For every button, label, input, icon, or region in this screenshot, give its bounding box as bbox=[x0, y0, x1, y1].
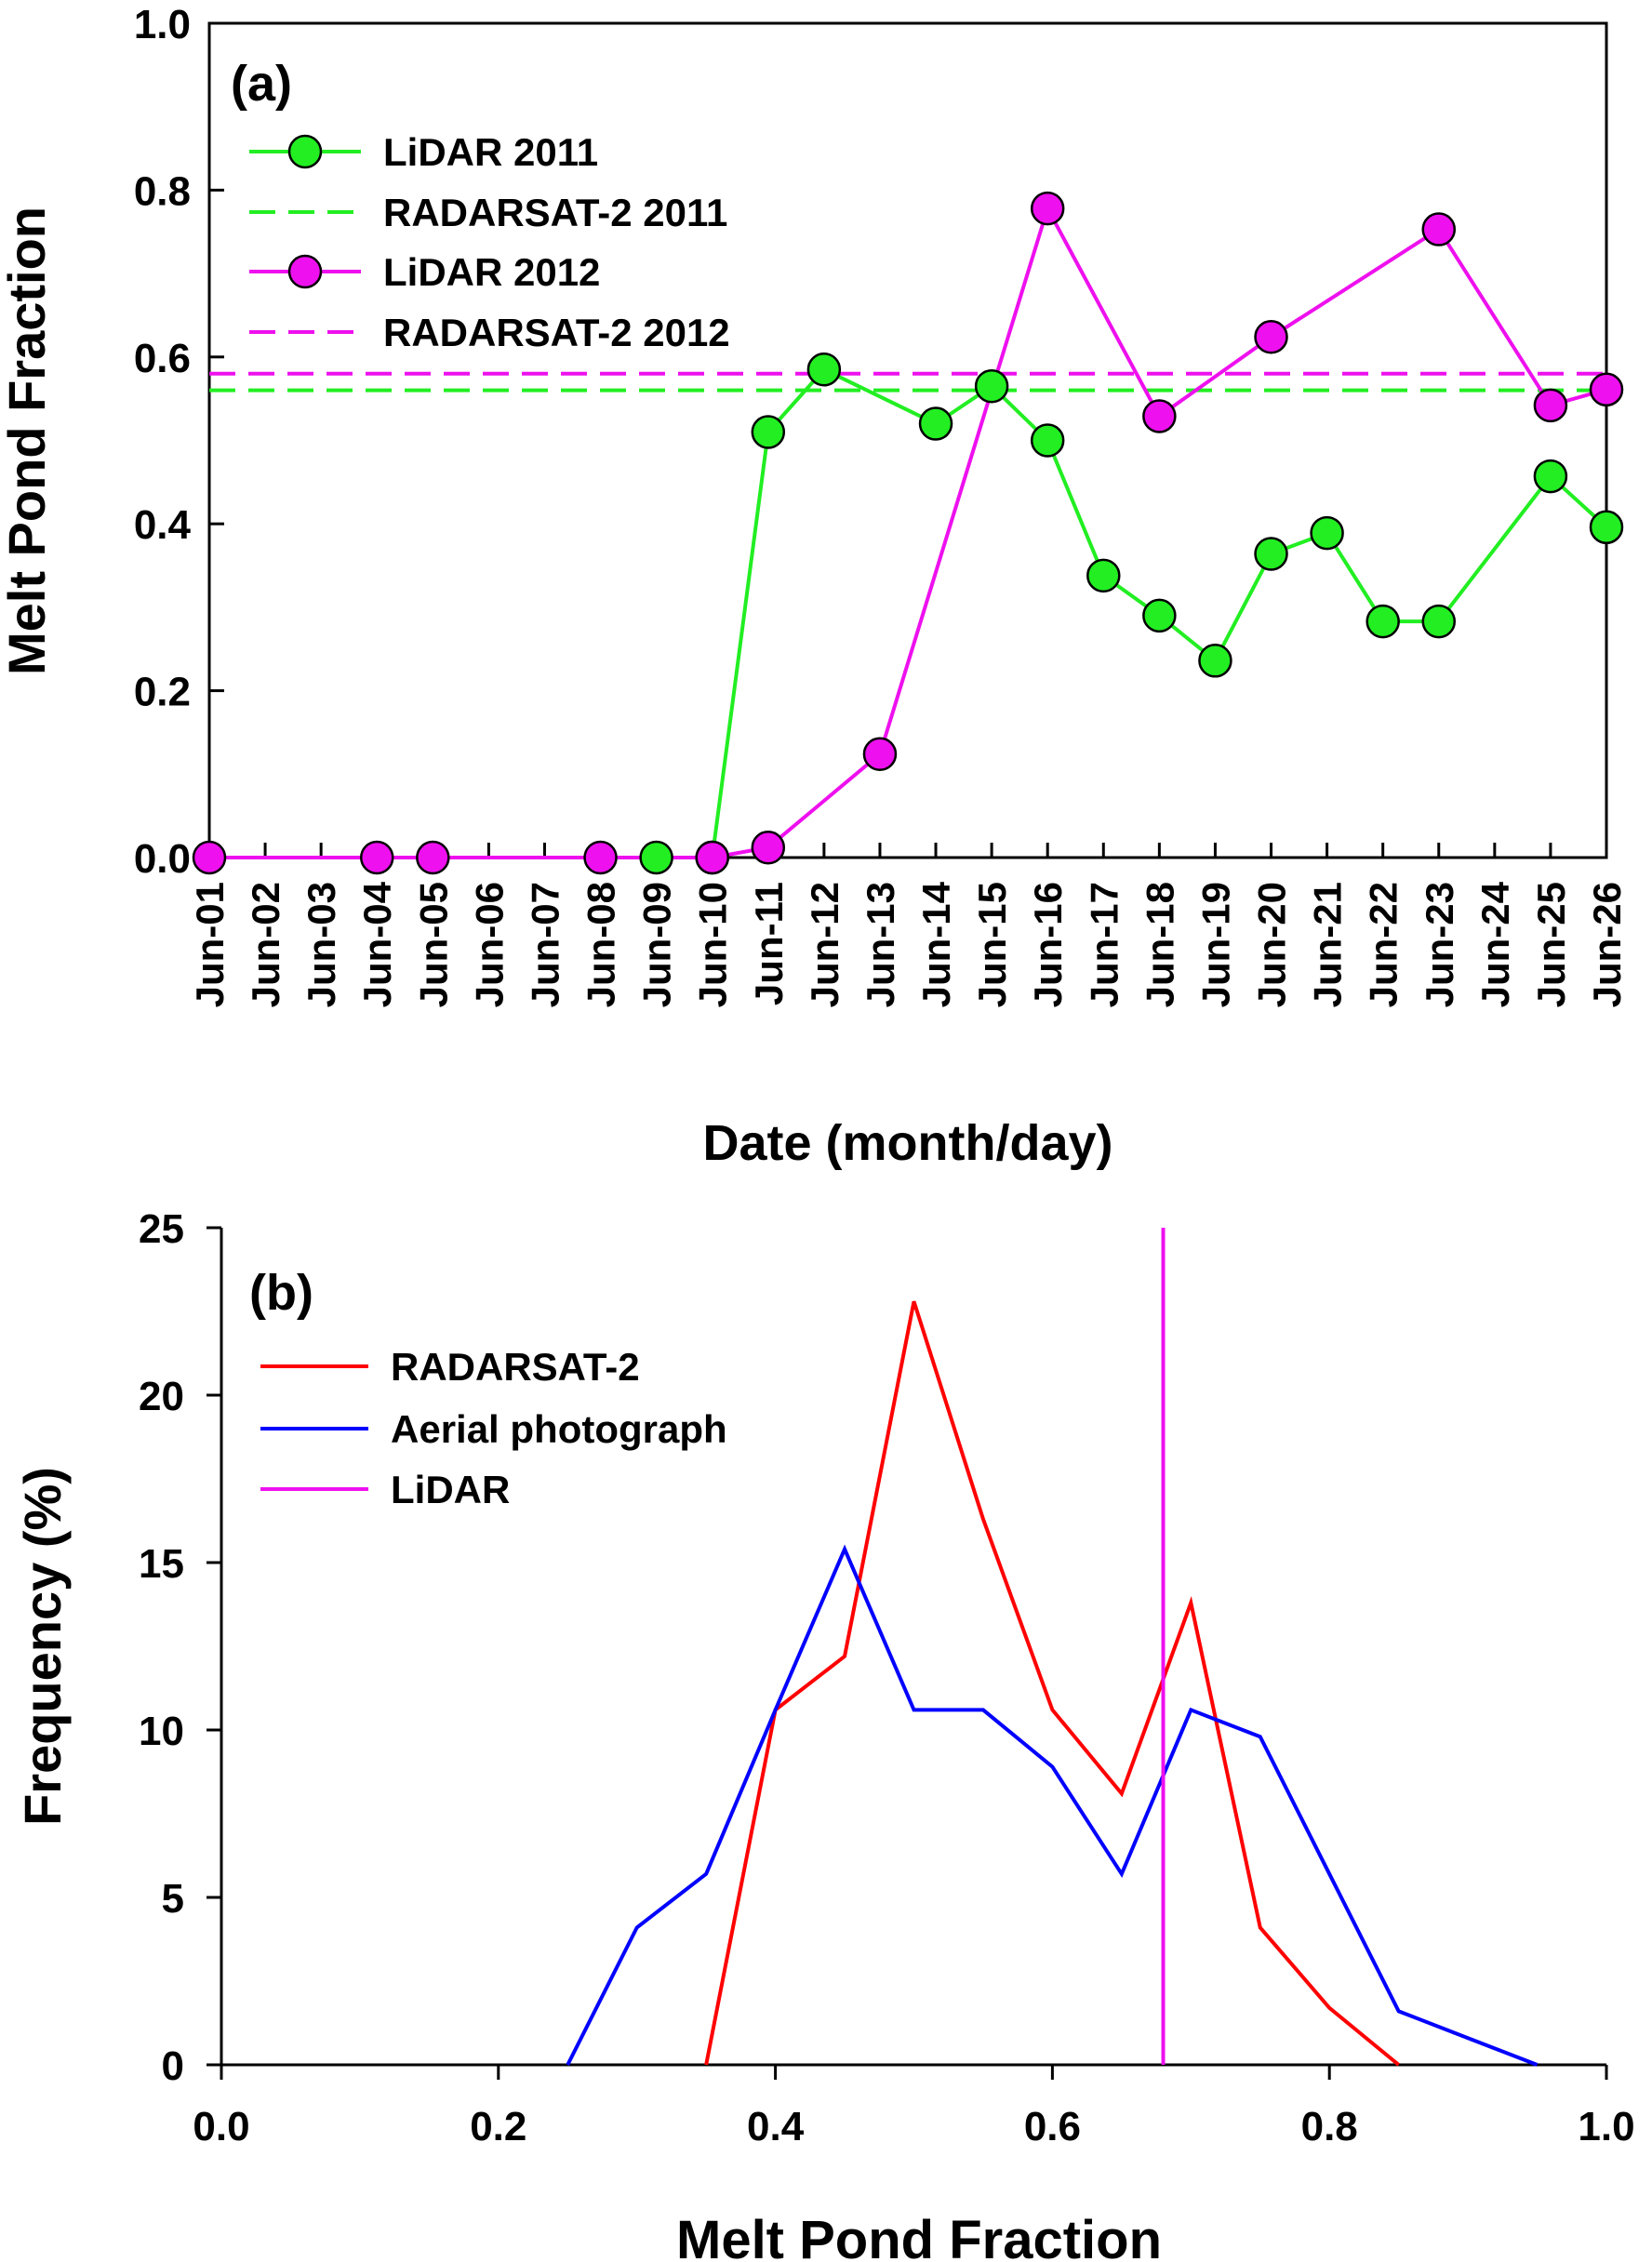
y-tick-label: 0.0 bbox=[134, 836, 191, 882]
panel-label: (b) bbox=[249, 1265, 313, 1321]
y-axis-label: Frequency (%) bbox=[13, 1467, 72, 1826]
x-tick-label: 0.8 bbox=[1301, 2104, 1358, 2149]
data-point bbox=[1254, 537, 1288, 571]
data-point bbox=[359, 840, 394, 875]
x-tick-label: Jun-03 bbox=[300, 882, 343, 1007]
data-point bbox=[806, 353, 842, 387]
legend-marker bbox=[287, 134, 323, 169]
data-point bbox=[1142, 598, 1177, 633]
panel-b-chart: 0 5 10 15 20 25 0.0 0.2 0.4 0.6 0.8 1.0 Melt Pond Fr… bbox=[13, 1206, 1635, 2262]
x-tick-label: 0.2 bbox=[470, 2104, 526, 2149]
x-tick-label: Jun-15 bbox=[970, 882, 1014, 1007]
data-point bbox=[1142, 399, 1177, 433]
series-line bbox=[209, 203, 1607, 859]
data-point bbox=[918, 406, 953, 441]
data-point bbox=[1366, 604, 1400, 639]
y-tick-label: 1.0 bbox=[134, 2, 191, 47]
panel-a-chart: 0.0 0.2 0.4 0.6 0.8 1.0 Jun-01 Jun-02 Jun-03 Jun-… bbox=[0, 2, 1629, 1171]
panel-label: (a) bbox=[231, 56, 292, 112]
x-tick-label: Jun-14 bbox=[914, 881, 958, 1007]
y-axis-label: Melt Pond Fraction bbox=[0, 206, 56, 675]
data-point bbox=[416, 840, 450, 875]
data-point bbox=[974, 368, 1009, 404]
legend-label: LiDAR 2011 bbox=[383, 130, 598, 174]
x-tick-label: 1.0 bbox=[1578, 2104, 1634, 2149]
data-point bbox=[1030, 423, 1065, 458]
x-tick-label: Jun-01 bbox=[188, 882, 232, 1007]
series-line bbox=[656, 366, 1608, 859]
data-point bbox=[751, 830, 786, 865]
x-tick-label: Jun-07 bbox=[523, 882, 566, 1007]
x-tick-label: Jun-24 bbox=[1473, 881, 1517, 1007]
data-point bbox=[751, 415, 786, 449]
x-tick-label: Jun-05 bbox=[411, 882, 455, 1007]
data-point bbox=[1533, 459, 1568, 494]
data-point bbox=[1310, 515, 1344, 551]
series-line bbox=[566, 1544, 1539, 2067]
x-tick-label: Jun-12 bbox=[803, 882, 846, 1007]
data-point bbox=[1589, 372, 1624, 407]
x-tick-label: 0.0 bbox=[193, 2104, 249, 2149]
data-point bbox=[1533, 388, 1568, 423]
y-tick-label: 0.2 bbox=[134, 670, 191, 715]
x-axis-label: Date (month/day) bbox=[702, 1115, 1112, 1171]
legend-label: Aerial photograph bbox=[391, 1407, 727, 1451]
data-point bbox=[695, 840, 729, 875]
legend-label: RADARSAT-2 2011 bbox=[383, 191, 727, 234]
y-tick-label: 0.4 bbox=[134, 502, 192, 548]
plot-frame bbox=[207, 21, 1608, 859]
series-line bbox=[704, 1300, 1400, 2067]
y-tick-label: 0.6 bbox=[134, 336, 191, 381]
x-tick-label: Jun-11 bbox=[747, 882, 791, 1005]
data-point bbox=[1589, 510, 1624, 545]
x-tick-label: Jun-10 bbox=[691, 882, 735, 1007]
x-tick-label: Jun-22 bbox=[1362, 882, 1406, 1007]
y-tick-label: 0 bbox=[162, 2043, 184, 2089]
x-tick-label: Jun-08 bbox=[580, 882, 623, 1007]
x-tick-label: Jun-17 bbox=[1082, 882, 1126, 1007]
x-tick-label: Jun-19 bbox=[1193, 882, 1237, 1007]
y-tick-label: 5 bbox=[162, 1876, 184, 1922]
legend-label: LiDAR bbox=[391, 1468, 510, 1511]
x-tick-label: Jun-06 bbox=[467, 882, 511, 1007]
data-point bbox=[583, 840, 618, 875]
y-tick-label: 20 bbox=[139, 1374, 184, 1419]
legend-marker bbox=[287, 254, 323, 289]
x-tick-label: Jun-18 bbox=[1138, 882, 1181, 1007]
x-tick-label: Jun-26 bbox=[1585, 882, 1629, 1007]
data-point bbox=[1086, 558, 1121, 593]
x-tick-label: Jun-13 bbox=[859, 882, 902, 1007]
x-tick-label: Jun-09 bbox=[635, 882, 679, 1007]
x-tick-label: Jun-02 bbox=[244, 882, 287, 1007]
y-tick-label: 15 bbox=[139, 1541, 184, 1587]
x-tick-label: Jun-23 bbox=[1418, 882, 1461, 1007]
y-tick-label: 25 bbox=[139, 1206, 184, 1252]
x-tick-label: 0.4 bbox=[747, 2104, 805, 2149]
data-point bbox=[639, 840, 673, 875]
x-tick-label: Jun-04 bbox=[355, 881, 399, 1007]
data-point bbox=[1030, 191, 1065, 226]
legend-label: RADARSAT-2 bbox=[391, 1345, 640, 1389]
x-tick-label: Jun-25 bbox=[1529, 882, 1573, 1007]
x-axis-label: Melt Pond Fraction bbox=[676, 2210, 1162, 2262]
legend-label: LiDAR 2012 bbox=[383, 250, 600, 294]
legend-label: RADARSAT-2 2012 bbox=[383, 311, 730, 354]
data-point bbox=[1254, 320, 1288, 354]
x-tick-label: Jun-21 bbox=[1306, 882, 1350, 1007]
y-tick-label: 0.8 bbox=[134, 168, 191, 214]
x-tick-label: Jun-20 bbox=[1250, 882, 1294, 1007]
data-point bbox=[862, 737, 898, 772]
data-point bbox=[1421, 212, 1457, 246]
data-point bbox=[192, 840, 227, 875]
x-tick-label: Jun-16 bbox=[1026, 882, 1070, 1007]
data-point bbox=[1198, 644, 1232, 678]
y-tick-label: 10 bbox=[139, 1709, 184, 1754]
data-point bbox=[1421, 604, 1457, 639]
x-tick-label: 0.6 bbox=[1024, 2104, 1081, 2149]
